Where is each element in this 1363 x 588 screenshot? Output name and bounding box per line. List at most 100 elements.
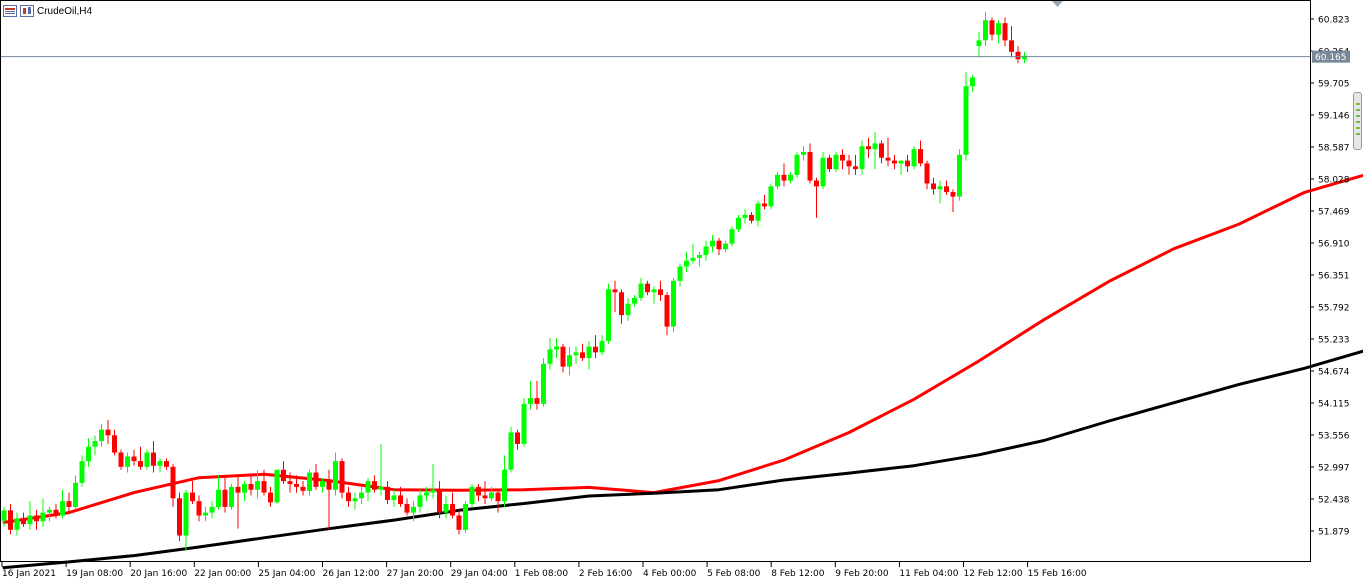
candle[interactable]: [580, 343, 585, 361]
candle[interactable]: [560, 343, 566, 373]
candle[interactable]: [762, 194, 767, 210]
candle[interactable]: [593, 335, 598, 359]
candle[interactable]: [502, 455, 507, 507]
candle[interactable]: [931, 177, 936, 195]
chart-shift-handle[interactable]: [1353, 92, 1362, 150]
candle[interactable]: [775, 172, 780, 190]
candle[interactable]: [92, 435, 98, 456]
candle[interactable]: [703, 240, 709, 261]
candle[interactable]: [612, 280, 618, 313]
candle[interactable]: [918, 140, 923, 167]
candle[interactable]: [905, 154, 910, 173]
candle[interactable]: [677, 263, 683, 287]
candle[interactable]: [404, 498, 410, 516]
candle[interactable]: [99, 423, 104, 447]
candle[interactable]: [664, 292, 670, 336]
candle[interactable]: [242, 481, 247, 502]
candle[interactable]: [489, 486, 494, 502]
candle[interactable]: [827, 154, 832, 173]
candle[interactable]: [989, 17, 995, 41]
candle[interactable]: [261, 469, 267, 496]
candle[interactable]: [690, 243, 696, 264]
candle[interactable]: [450, 492, 455, 519]
candle[interactable]: [651, 286, 657, 304]
candle[interactable]: [554, 338, 559, 359]
candle[interactable]: [151, 441, 156, 473]
candle[interactable]: [118, 449, 124, 470]
candle[interactable]: [1, 506, 7, 527]
candle[interactable]: [177, 492, 182, 542]
candle[interactable]: [684, 252, 689, 273]
candle[interactable]: [996, 20, 1001, 44]
candle[interactable]: [950, 189, 956, 213]
candle[interactable]: [976, 31, 982, 58]
candle[interactable]: [437, 481, 442, 519]
candle[interactable]: [885, 137, 891, 167]
candle[interactable]: [14, 512, 20, 536]
candle[interactable]: [729, 226, 735, 247]
candle[interactable]: [385, 481, 390, 505]
candle[interactable]: [183, 489, 189, 550]
candle[interactable]: [190, 481, 195, 505]
candle[interactable]: [255, 469, 260, 499]
candle[interactable]: [567, 346, 572, 376]
candle[interactable]: [138, 446, 143, 470]
candle[interactable]: [645, 280, 650, 296]
candle[interactable]: [8, 504, 13, 535]
candle[interactable]: [157, 458, 163, 473]
candle[interactable]: [846, 154, 852, 175]
candle[interactable]: [723, 240, 728, 253]
candle[interactable]: [164, 458, 169, 470]
candle[interactable]: [34, 509, 39, 530]
candle[interactable]: [469, 484, 475, 507]
candle[interactable]: [287, 472, 293, 493]
candle[interactable]: [196, 495, 202, 522]
candle[interactable]: [820, 151, 826, 190]
candle[interactable]: [944, 180, 949, 195]
candle[interactable]: [313, 463, 319, 490]
candle[interactable]: [430, 463, 436, 499]
candle[interactable]: [235, 475, 241, 529]
candle[interactable]: [898, 160, 904, 175]
candle[interactable]: [424, 486, 429, 502]
candle[interactable]: [515, 429, 520, 450]
candle[interactable]: [411, 501, 416, 522]
candle[interactable]: [742, 209, 748, 224]
candle[interactable]: [294, 475, 299, 493]
candle[interactable]: [794, 151, 800, 178]
candle[interactable]: [365, 478, 371, 502]
candle[interactable]: [924, 160, 930, 190]
candle[interactable]: [528, 380, 533, 410]
candle[interactable]: [638, 277, 644, 301]
candle[interactable]: [320, 478, 325, 493]
candle[interactable]: [892, 154, 897, 170]
candle[interactable]: [417, 489, 423, 513]
candle[interactable]: [300, 481, 306, 496]
candle[interactable]: [853, 154, 858, 175]
candle[interactable]: [53, 504, 59, 519]
candle[interactable]: [697, 252, 702, 267]
candle[interactable]: [248, 475, 254, 496]
candle[interactable]: [521, 398, 527, 447]
candle[interactable]: [541, 358, 546, 407]
candle[interactable]: [456, 509, 462, 535]
candle[interactable]: [833, 151, 839, 173]
candle[interactable]: [359, 486, 364, 505]
candle[interactable]: [619, 289, 624, 324]
candle[interactable]: [216, 475, 221, 510]
candle[interactable]: [333, 452, 338, 496]
candle[interactable]: [606, 283, 611, 344]
candle[interactable]: [814, 177, 819, 218]
candle[interactable]: [781, 163, 787, 187]
candle[interactable]: [203, 506, 208, 522]
candle[interactable]: [1015, 46, 1021, 64]
candle[interactable]: [586, 340, 592, 370]
candle[interactable]: [131, 449, 137, 466]
candle[interactable]: [625, 297, 631, 321]
candle[interactable]: [658, 280, 663, 301]
candle[interactable]: [736, 214, 741, 233]
candle[interactable]: [632, 295, 637, 307]
candle[interactable]: [125, 452, 130, 473]
